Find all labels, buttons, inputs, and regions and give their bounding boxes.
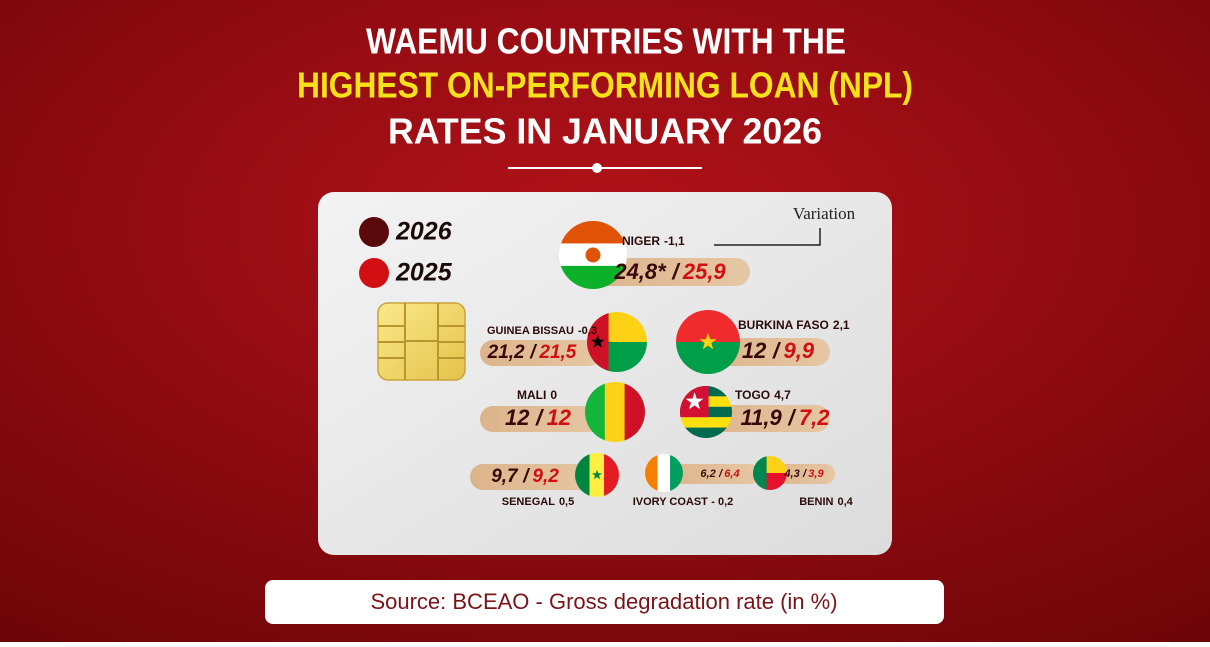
value-2026: 9,7 bbox=[491, 466, 519, 487]
separator: / bbox=[802, 468, 808, 480]
country: SENEGAL 0,59,7/9,2 bbox=[470, 453, 619, 508]
value-2026: 11,9 bbox=[741, 405, 783, 430]
value-pill bbox=[480, 340, 602, 366]
separator: / bbox=[529, 342, 537, 363]
source: Source: BCEAO - Gross degradation rate (… bbox=[370, 589, 837, 614]
country-label: IVORY COAST - 0,2 bbox=[633, 496, 734, 508]
title-line: HIGHEST ON-PERFORMING LOAN (NPL) bbox=[297, 65, 913, 106]
variation: -0,3 bbox=[578, 325, 597, 337]
variation: 0 bbox=[550, 388, 557, 402]
value-2025: 6,4 bbox=[724, 468, 739, 480]
flag bbox=[559, 221, 627, 289]
title: WAEMU COUNTRIES WITH THE HIGHEST ON-PERF… bbox=[297, 21, 913, 152]
value-2025: 7,2 bbox=[799, 405, 830, 430]
variation: - 0,2 bbox=[711, 496, 733, 508]
values: 12/12 bbox=[505, 405, 572, 430]
country: TOGO 4,7 11,9/7,2 bbox=[680, 386, 830, 438]
flag bbox=[587, 312, 647, 372]
value-2026: 24,8* bbox=[613, 259, 667, 284]
country-name: NIGER bbox=[622, 234, 660, 248]
country-name: TOGO bbox=[735, 388, 770, 402]
value-2026: 4,3 bbox=[783, 468, 799, 480]
value-2025: 25,9 bbox=[682, 259, 727, 284]
country-name: SENEGAL bbox=[502, 496, 555, 508]
values: 24,8*/25,9 bbox=[613, 259, 726, 284]
value-2026: 12 bbox=[742, 338, 767, 363]
value-2025: 12 bbox=[547, 405, 572, 430]
separator: / bbox=[787, 405, 797, 430]
values: 11,9/7,2 bbox=[741, 405, 831, 430]
country-label: TOGO 4,7 bbox=[735, 388, 791, 402]
variation-connector bbox=[714, 228, 821, 246]
variation: 0,4 bbox=[837, 496, 853, 508]
value-pill bbox=[470, 464, 600, 490]
title-line: WAEMU COUNTRIES WITH THE bbox=[366, 21, 846, 62]
source-box bbox=[265, 580, 944, 624]
variation: 0,5 bbox=[559, 496, 574, 508]
values: 6,2/6,4 bbox=[700, 468, 739, 480]
country: MALI 0 12/12 bbox=[480, 382, 645, 442]
country-name: GUINEA BISSAU bbox=[487, 325, 574, 337]
flag bbox=[753, 456, 787, 490]
separator: / bbox=[535, 405, 545, 430]
legend-swatch bbox=[359, 258, 389, 288]
chip bbox=[377, 302, 466, 381]
values: 4,3/3,9 bbox=[783, 468, 824, 480]
title-line: RATES IN JANUARY 2026 bbox=[388, 111, 822, 152]
value-pill bbox=[660, 464, 760, 484]
value-pill bbox=[480, 406, 602, 432]
flag bbox=[575, 453, 619, 497]
value-2025: 9,2 bbox=[532, 466, 559, 487]
divider-dot bbox=[592, 163, 602, 173]
separator: / bbox=[671, 259, 681, 284]
variation-label: Variation bbox=[793, 204, 856, 223]
flag bbox=[585, 382, 645, 442]
country-label: GUINEA BISSAU -0,3 bbox=[487, 325, 597, 337]
flag bbox=[645, 454, 683, 492]
country-label: SENEGAL 0,5 bbox=[502, 496, 574, 508]
variation: 4,7 bbox=[774, 388, 791, 402]
separator: / bbox=[718, 468, 724, 480]
country: NIGER -1,1 24,8*/25,9 bbox=[559, 221, 750, 289]
country: BURKINA FASO 2,1 12/9,9 bbox=[676, 310, 850, 374]
values: 12/9,9 bbox=[742, 338, 815, 363]
value-2026: 6,2 bbox=[700, 468, 715, 480]
separator: / bbox=[522, 466, 530, 487]
country-name: BENIN bbox=[799, 496, 833, 508]
value-2026: 21,2 bbox=[487, 342, 525, 363]
country-label: BURKINA FASO 2,1 bbox=[738, 318, 850, 332]
value-2025: 3,9 bbox=[808, 468, 824, 480]
flag bbox=[676, 310, 740, 374]
values: 21,2/21,5 bbox=[487, 342, 577, 363]
variation: 2,1 bbox=[833, 318, 850, 332]
country: GUINEA BISSAU -0,321,2/21,5 bbox=[480, 312, 647, 372]
variation: -1,1 bbox=[664, 234, 685, 248]
country-name: MALI bbox=[517, 388, 546, 402]
flag bbox=[680, 386, 732, 438]
value-pill bbox=[585, 258, 750, 286]
value-pill bbox=[700, 405, 830, 432]
country-name: IVORY COAST bbox=[633, 496, 708, 508]
separator: / bbox=[772, 338, 782, 363]
country-label: NIGER -1,1 bbox=[622, 234, 685, 248]
legend-swatch bbox=[359, 217, 389, 247]
values: 9,7/9,2 bbox=[491, 466, 559, 487]
legend-label: 2025 bbox=[395, 259, 453, 287]
country-name: BURKINA FASO bbox=[738, 318, 829, 332]
legend-label: 2026 bbox=[395, 218, 453, 246]
value-2026: 12 bbox=[505, 405, 530, 430]
country-label: BENIN 0,4 bbox=[799, 496, 853, 508]
country-label: MALI 0 bbox=[517, 388, 557, 402]
country: BENIN 0,4 4,3/3,9 bbox=[753, 456, 854, 508]
value-2025: 9,9 bbox=[784, 338, 815, 363]
country: IVORY COAST - 0,2 6,2/6,4 bbox=[633, 454, 760, 508]
value-2025: 21,5 bbox=[538, 342, 576, 363]
